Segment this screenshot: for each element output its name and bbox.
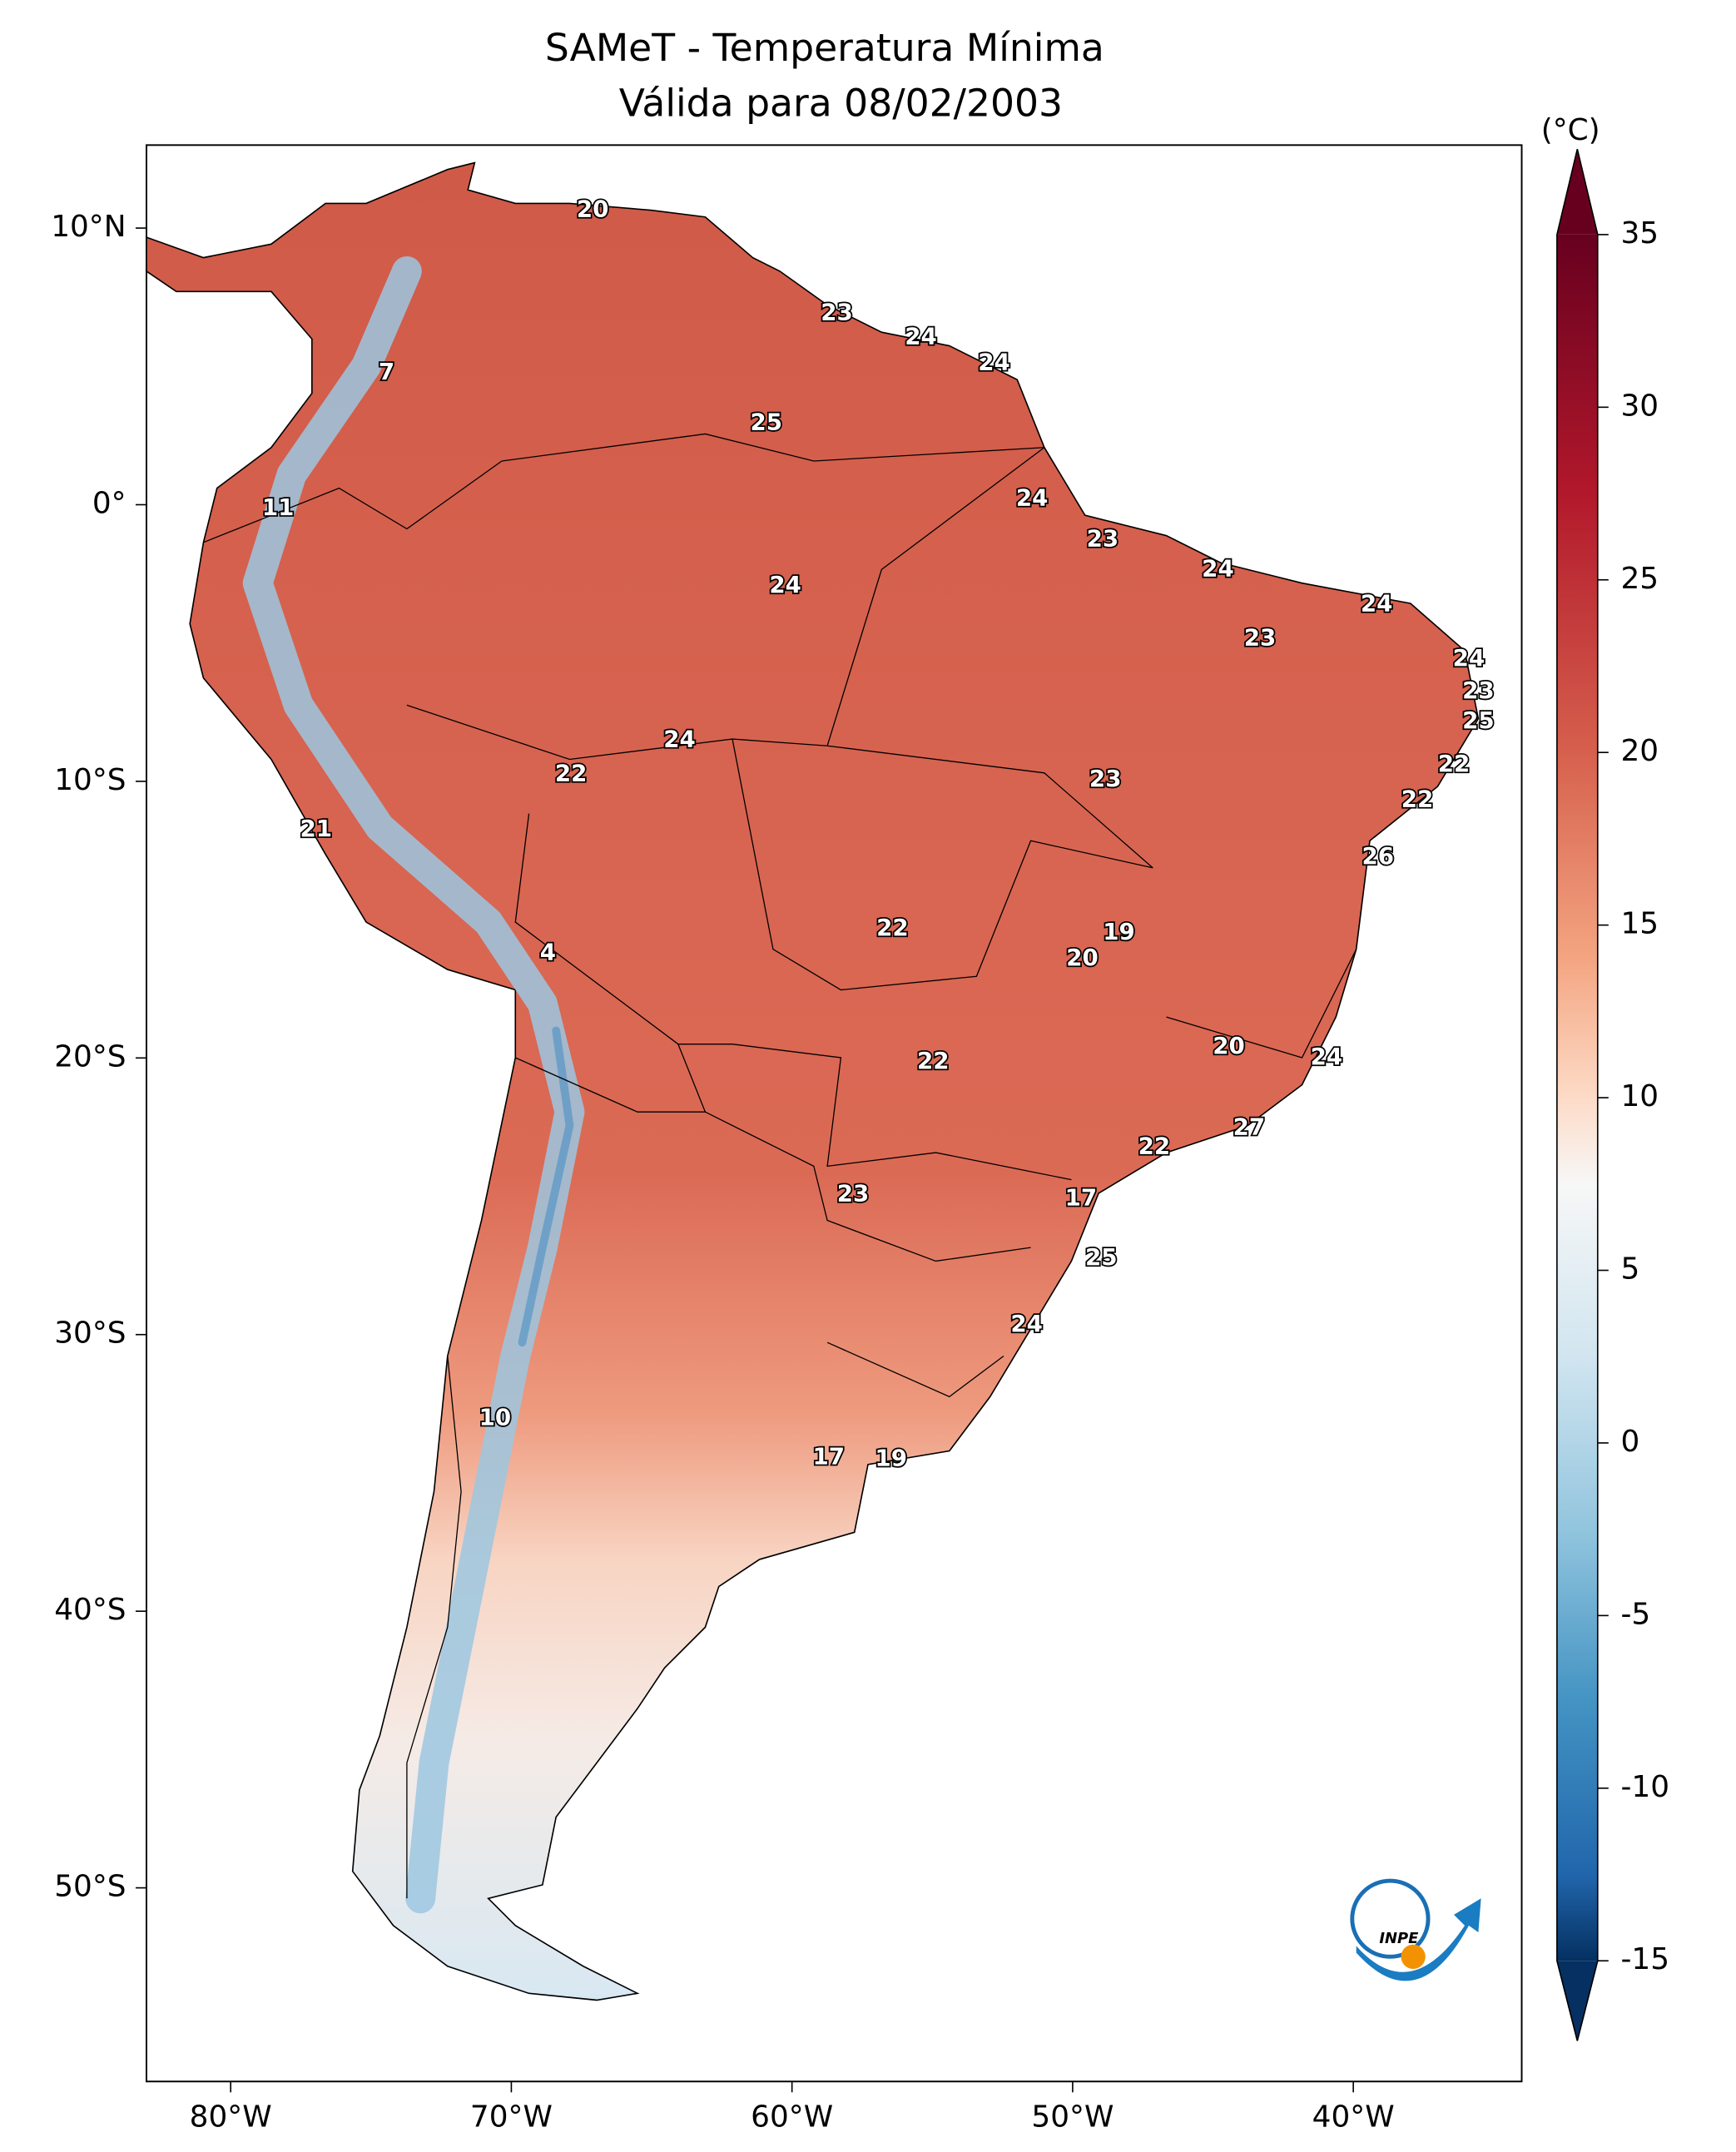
station-value: 21 — [300, 815, 332, 842]
colorbar-tick-label: 0 — [1620, 1425, 1639, 1459]
x-tick-label: 40°W — [1312, 2100, 1395, 2134]
logo-text: INPE — [1379, 1930, 1418, 1947]
station-value: 23 — [837, 1180, 870, 1207]
station-value: 24 — [978, 349, 1010, 376]
station-value: 20 — [577, 196, 609, 223]
x-tick-label: 50°W — [1031, 2100, 1114, 2134]
station-value: 22 — [1138, 1133, 1171, 1160]
station-value: 26 — [1362, 842, 1394, 870]
station-value: 24 — [1361, 590, 1393, 617]
colorbar-unit: (°C) — [1541, 113, 1600, 147]
station-value: 23 — [821, 298, 853, 325]
station-value: 17 — [1065, 1183, 1098, 1211]
colorbar-tick-label: 20 — [1620, 734, 1659, 768]
station-value: 22 — [1401, 785, 1434, 812]
station-value: 20 — [1066, 944, 1099, 971]
colorbar — [1556, 234, 1598, 1961]
logo: INPE — [1350, 1878, 1481, 1981]
station-value: 19 — [875, 1444, 907, 1471]
x-tick-label: 60°W — [751, 2100, 833, 2134]
station-value: 24 — [1453, 644, 1486, 672]
station-value: 22 — [555, 759, 588, 786]
station-value: 22 — [876, 914, 909, 941]
colorbar-tick-label: -15 — [1620, 1942, 1669, 1976]
subtitle: Válida para 08/02/2003 — [619, 82, 1063, 126]
title: SAMeT - Temperatura Mínima — [545, 26, 1104, 70]
colorbar-tick-label: -5 — [1620, 1597, 1650, 1631]
colorbar-tick-label: 25 — [1620, 562, 1659, 596]
station-value: 20 — [1213, 1032, 1245, 1059]
andes-cold-band — [242, 255, 585, 1914]
colorbar-tick-label: 35 — [1620, 216, 1659, 250]
station-value: 23 — [1244, 623, 1277, 651]
y-tick-label: 10°S — [54, 763, 126, 797]
colorbar-tick-label: 30 — [1620, 389, 1659, 423]
y-tick-label: 10°N — [51, 210, 126, 244]
andes-core — [518, 1026, 574, 1347]
station-value: 19 — [1103, 918, 1135, 945]
station-value: 24 — [1311, 1043, 1343, 1070]
station-value: 24 — [905, 323, 937, 350]
station-value: 24 — [769, 571, 801, 598]
station-value: 11 — [262, 493, 295, 521]
colorbar-tick-label: 10 — [1620, 1079, 1659, 1113]
station-value: 24 — [1202, 554, 1234, 582]
colorbar-tick-label: 15 — [1620, 907, 1659, 941]
station-value: 24 — [1010, 1310, 1043, 1337]
station-value: 23 — [1089, 765, 1122, 792]
station-value: 22 — [917, 1047, 950, 1074]
station-value: 25 — [1085, 1243, 1118, 1271]
station-value: 4 — [540, 939, 556, 966]
station-value: 22 — [1438, 750, 1471, 777]
y-tick-label: 50°S — [54, 1870, 126, 1904]
map-area — [146, 144, 1523, 2083]
station-value: 10 — [479, 1403, 512, 1431]
station-value: 7 — [379, 358, 394, 385]
station-value: 17 — [812, 1443, 845, 1470]
y-tick-label: 20°S — [54, 1039, 126, 1074]
x-tick-label: 80°W — [190, 2100, 272, 2134]
station-value: 23 — [1087, 525, 1119, 553]
station-value: 24 — [663, 726, 696, 753]
colorbar-extend-min — [1556, 1961, 1598, 2041]
colorbar-tick-label: 5 — [1620, 1252, 1639, 1287]
y-tick-label: 30°S — [54, 1316, 126, 1351]
y-tick-label: 0° — [92, 486, 126, 520]
station-value: 24 — [1016, 484, 1049, 512]
station-value: 23 — [1462, 677, 1495, 704]
colorbar-tick-label: -10 — [1620, 1770, 1669, 1804]
x-tick-label: 70°W — [470, 2100, 553, 2134]
borders — [203, 433, 1357, 1899]
station-value: 27 — [1233, 1113, 1266, 1141]
colorbar-extend-max — [1556, 149, 1598, 235]
y-tick-label: 40°S — [54, 1593, 126, 1627]
station-value: 25 — [1462, 707, 1495, 734]
station-value: 25 — [751, 408, 783, 435]
